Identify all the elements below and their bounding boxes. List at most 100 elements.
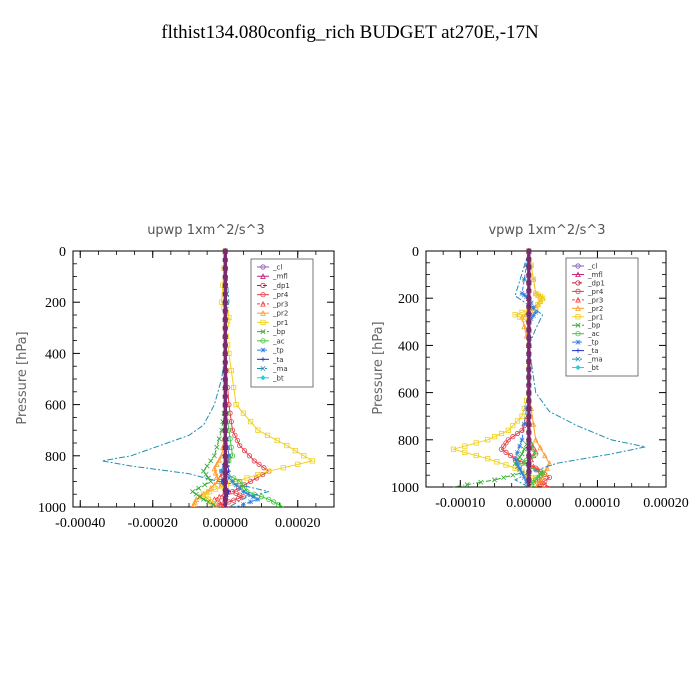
- data-point: [526, 295, 532, 301]
- data-point: [503, 462, 509, 468]
- legend-label: _bt: [272, 374, 284, 382]
- legend-entry-mfl: _mfl: [257, 273, 288, 281]
- data-point: [222, 350, 228, 357]
- legend-entry-pr2: _pr2: [257, 310, 288, 318]
- data-point: [526, 429, 532, 435]
- data-point: [498, 446, 505, 452]
- data-point: [530, 446, 537, 452]
- data-point: [512, 456, 518, 462]
- data-point: [222, 342, 228, 348]
- legend-entry-ta: _ta: [572, 347, 599, 355]
- data-point: [222, 325, 228, 331]
- data-point: [284, 442, 290, 449]
- legend-label: _pr4: [587, 288, 604, 296]
- legend-entry-pr4: _pr4: [257, 291, 289, 299]
- panel-vpwp: vpwp 1xm^2/s^3 Pressure [hPa] 0 200 400 600…: [371, 223, 689, 511]
- data-point: [255, 496, 261, 502]
- y-tick-label: 1000: [391, 481, 419, 496]
- data-point: [222, 376, 228, 382]
- data-point: [535, 480, 541, 487]
- series-pr4: [498, 248, 553, 488]
- data-point: [510, 434, 516, 440]
- legend-entry-cl: _cl: [572, 263, 597, 271]
- x-tick-label: 0.00000: [506, 496, 552, 511]
- legend-label: _dp1: [272, 282, 290, 290]
- data-point: [222, 256, 228, 263]
- legend-label: _bp: [272, 328, 286, 336]
- legend-label: _pr2: [587, 305, 603, 313]
- legend-label: _dp1: [587, 279, 605, 287]
- data-point: [473, 440, 479, 446]
- data-point: [222, 308, 228, 314]
- legend-entry-ac: _ac: [572, 330, 600, 338]
- legend-entry-dp1: _dp1: [257, 282, 290, 290]
- data-point: [251, 458, 257, 464]
- data-point: [519, 460, 525, 466]
- data-point: [208, 458, 214, 464]
- data-point: [514, 418, 521, 424]
- data-point: [546, 474, 553, 481]
- data-point: [521, 276, 527, 282]
- data-point: [539, 474, 546, 481]
- data-point: [237, 485, 243, 491]
- data-point: [222, 248, 228, 254]
- y-tick-label: 400: [45, 347, 66, 362]
- data-point: [245, 491, 251, 497]
- data-point: [526, 350, 532, 356]
- data-point: [228, 367, 234, 374]
- data-point: [519, 427, 525, 433]
- y-tick-label: 600: [45, 399, 66, 414]
- data-point: [213, 474, 220, 480]
- legend-box: [250, 258, 314, 388]
- data-point: [248, 499, 254, 505]
- data-point: [473, 452, 479, 459]
- legend-label: _pr3: [587, 296, 603, 304]
- y-tick-label: 200: [45, 296, 66, 311]
- series-line: [101, 250, 269, 508]
- data-point: [240, 489, 246, 495]
- data-point: [533, 309, 539, 315]
- data-point: [524, 479, 530, 485]
- data-point: [258, 494, 265, 500]
- data-point: [254, 475, 260, 481]
- data-point: [521, 421, 527, 427]
- data-point: [462, 443, 468, 449]
- data-point: [222, 470, 228, 476]
- data-point: [270, 499, 277, 505]
- data-point: [266, 496, 272, 502]
- legend-label: _pr1: [272, 319, 288, 327]
- data-point: [216, 502, 222, 508]
- data-point: [234, 437, 240, 444]
- data-point: [537, 444, 544, 451]
- data-point: [216, 498, 223, 505]
- series-line: [202, 250, 314, 508]
- data-point: [530, 305, 536, 311]
- data-point: [222, 427, 228, 433]
- data-point: [211, 465, 218, 472]
- data-point: [526, 287, 532, 293]
- data-point: [216, 456, 223, 463]
- data-point: [280, 465, 286, 471]
- legend-entry-bp: _bp: [257, 328, 286, 336]
- legend-label: _tp: [272, 347, 284, 355]
- data-point: [530, 276, 537, 282]
- data-point: [222, 299, 228, 305]
- data-point: [229, 427, 236, 433]
- data-point: [485, 456, 491, 462]
- legend-label: _pr3: [272, 300, 288, 308]
- data-point: [235, 495, 242, 502]
- data-point: [530, 420, 537, 427]
- data-point: [503, 449, 509, 455]
- data-point: [222, 487, 228, 493]
- data-point: [274, 437, 280, 444]
- legend-label: _bp: [587, 322, 601, 330]
- legend-entry-bp: _bp: [572, 322, 601, 330]
- data-point: [201, 496, 206, 502]
- data-point: [214, 444, 220, 450]
- data-point: [464, 482, 470, 488]
- data-point: [222, 333, 228, 339]
- series-ma: [514, 250, 646, 488]
- data-point: [232, 432, 238, 438]
- legend-label: _cl: [587, 263, 597, 271]
